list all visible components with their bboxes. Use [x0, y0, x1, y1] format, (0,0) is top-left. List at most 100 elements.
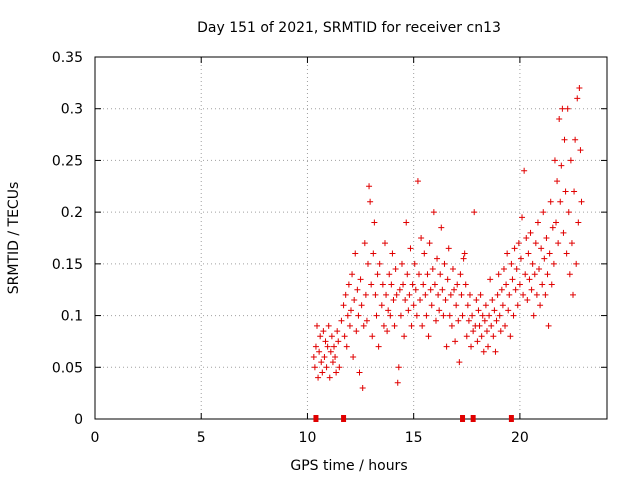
y-tick-label: 0.1: [61, 309, 83, 325]
data-point: [457, 271, 464, 278]
data-point: [452, 338, 459, 345]
data-point: [528, 286, 535, 293]
y-tick-label: 0.35: [52, 50, 83, 66]
data-point: [397, 312, 404, 319]
data-point: [334, 328, 341, 335]
data-point: [508, 260, 515, 267]
data-point: [329, 359, 336, 366]
data-point: [413, 312, 420, 319]
data-point: [544, 271, 551, 278]
data-point: [519, 214, 526, 221]
data-point: [438, 224, 445, 231]
data-point: [530, 312, 537, 319]
data-point: [323, 364, 330, 371]
data-point: [566, 271, 573, 278]
y-tick-label: 0.15: [52, 257, 83, 273]
data-point: [534, 219, 541, 226]
data-point: [523, 235, 530, 241]
data-point: [327, 348, 334, 355]
data-point: [543, 235, 550, 241]
data-point: [478, 333, 485, 340]
data-point: [466, 291, 473, 298]
data-point: [408, 322, 415, 329]
data-point: [320, 328, 327, 335]
data-point: [485, 343, 492, 350]
data-point: [353, 328, 360, 335]
x-axis-label: GPS time / hours: [290, 458, 407, 474]
data-point: [511, 245, 518, 252]
data-point: [398, 260, 405, 267]
data-point: [388, 281, 395, 288]
data-point: [553, 219, 560, 226]
data-point: [384, 328, 391, 335]
data-point: [495, 271, 502, 278]
data-point: [490, 333, 497, 340]
data-point: [558, 162, 565, 169]
data-point: [436, 307, 443, 314]
data-point: [409, 281, 416, 288]
data-point: [357, 276, 364, 283]
data-point: [375, 343, 382, 350]
data-point: [395, 364, 402, 371]
data-point: [525, 250, 532, 257]
data-point: [435, 291, 442, 298]
data-point: [554, 178, 561, 185]
data-point: [458, 291, 465, 298]
data-point: [492, 348, 499, 355]
data-point: [338, 317, 345, 324]
data-point: [542, 291, 549, 298]
data-point: [479, 312, 486, 319]
data-point: [420, 281, 427, 288]
data-point: [380, 322, 387, 329]
data-point: [471, 209, 478, 216]
x-tick-label: 5: [197, 430, 206, 446]
data-point: [502, 322, 509, 329]
y-tick-label: 0.05: [52, 360, 83, 376]
data-point: [570, 291, 577, 298]
data-point: [512, 286, 519, 293]
data-point: [538, 245, 545, 252]
data-point: [469, 312, 476, 319]
data-point: [482, 302, 489, 309]
data-point: [576, 85, 583, 92]
zero-flags: [313, 415, 514, 422]
data-point: [390, 297, 397, 304]
data-point: [389, 250, 396, 257]
data-point: [555, 240, 562, 247]
data-point: [464, 302, 471, 309]
y-tick-label: 0.25: [52, 153, 83, 169]
data-point: [402, 297, 409, 304]
data-point: [325, 322, 332, 329]
data-point: [370, 250, 377, 257]
data-point: [493, 317, 500, 324]
data-point: [368, 281, 375, 288]
data-point: [364, 260, 371, 267]
data-point: [374, 271, 381, 278]
data-point: [539, 281, 546, 288]
x-tick-label: 0: [91, 430, 100, 446]
y-tick-label: 0: [74, 412, 83, 428]
zero-flag-marker: [313, 415, 319, 422]
data-point: [448, 322, 455, 329]
data-point: [381, 240, 388, 247]
data-point: [434, 255, 441, 262]
data-point: [336, 364, 343, 371]
y-tick-label: 0.2: [61, 205, 83, 221]
data-point: [550, 260, 557, 267]
data-point: [326, 374, 333, 381]
data-point: [476, 322, 483, 329]
data-point: [391, 322, 398, 329]
data-point: [344, 312, 351, 319]
data-point: [324, 343, 331, 350]
data-point: [373, 312, 380, 319]
data-point: [417, 297, 424, 304]
data-point: [562, 188, 569, 195]
data-point: [557, 198, 564, 205]
data-point: [386, 271, 393, 278]
data-point: [516, 281, 523, 288]
data-point: [331, 343, 338, 350]
data-point: [342, 291, 349, 298]
zero-flag-marker: [460, 415, 466, 422]
data-point: [503, 281, 510, 288]
data-point: [487, 276, 494, 283]
